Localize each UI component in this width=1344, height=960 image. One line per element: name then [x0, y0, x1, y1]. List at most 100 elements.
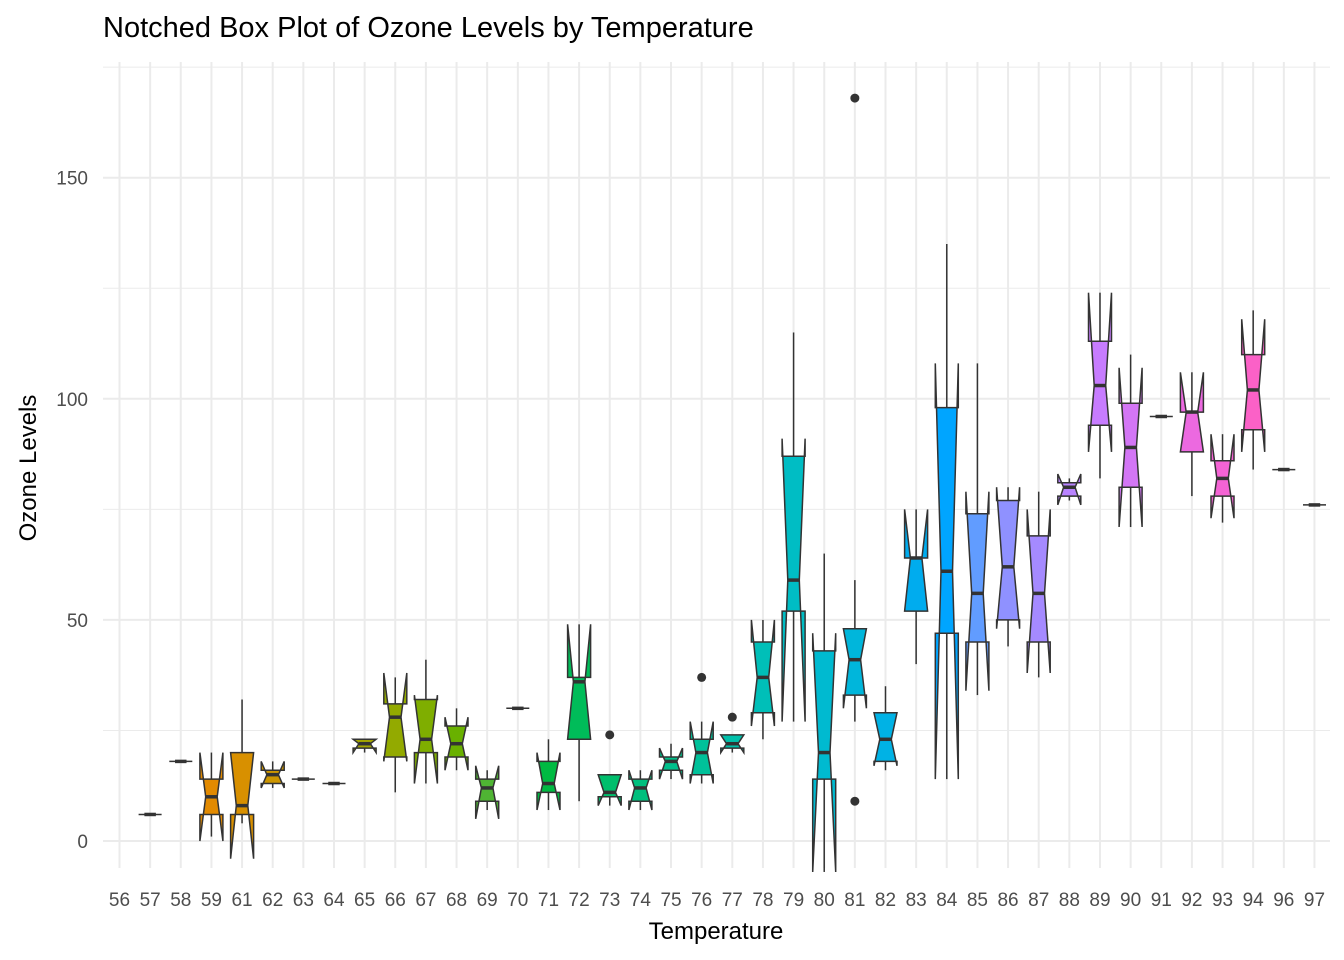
outlier-point: [697, 672, 707, 682]
chart-title: Notched Box Plot of Ozone Levels by Temp…: [103, 12, 754, 44]
x-tick-label: 66: [385, 890, 406, 911]
y-tick-label: 50: [67, 611, 88, 632]
box-94: [1240, 310, 1266, 470]
outlier-point: [727, 712, 737, 722]
x-tick-label: 92: [1181, 890, 1202, 911]
x-tick-label: 78: [752, 890, 773, 911]
x-axis-title: Temperature: [649, 918, 784, 945]
box-90: [1118, 354, 1143, 528]
x-tick-label: 86: [997, 890, 1018, 911]
x-tick-labels: 56 57 58 59 61 62 63 64 65 66 67 68 69 70 71 72 73 74 75 76…: [109, 890, 1325, 911]
x-tick-label: 64: [323, 890, 345, 911]
box-86: [995, 487, 1021, 647]
x-tick-label: 97: [1304, 890, 1325, 911]
x-tick-label: 72: [569, 890, 590, 911]
box-body: [536, 752, 561, 811]
y-axis-title: Ozone Levels: [15, 395, 42, 542]
box-body: [1210, 434, 1235, 519]
box-66: [383, 672, 408, 793]
box-84: [934, 244, 960, 780]
box-69: [474, 765, 500, 820]
x-tick-label: 75: [660, 890, 681, 911]
y-tick-label: 100: [56, 390, 88, 411]
box-body: [965, 491, 990, 691]
box-75: [658, 743, 684, 780]
x-tick-label: 65: [354, 890, 375, 911]
x-tick-label: 83: [906, 890, 927, 911]
grid: [103, 62, 1330, 868]
box-72: [566, 624, 592, 802]
x-tick-label: 56: [109, 890, 130, 911]
box-body: [658, 747, 684, 780]
boxes: [138, 93, 1326, 873]
x-tick-label: 61: [231, 890, 252, 911]
box-71: [536, 739, 561, 811]
x-tick-label: 79: [783, 890, 804, 911]
box-body: [628, 769, 653, 811]
box-81: [842, 93, 868, 806]
box-85: [965, 363, 990, 696]
x-tick-label: 89: [1089, 890, 1110, 911]
box-body: [474, 765, 500, 820]
box-body: [1026, 509, 1051, 674]
x-tick-label: 96: [1273, 890, 1294, 911]
x-tick-label: 85: [967, 890, 988, 911]
box-73: [597, 730, 623, 806]
box-body: [1179, 372, 1205, 453]
x-tick-label: 84: [936, 890, 958, 911]
y-tick-label: 0: [77, 832, 88, 853]
x-tick-label: 69: [477, 890, 498, 911]
x-tick-label: 73: [599, 890, 620, 911]
x-tick-label: 80: [814, 890, 835, 911]
box-77: [719, 712, 746, 756]
x-tick-label: 81: [844, 890, 865, 911]
box-body: [995, 487, 1021, 629]
box-80: [811, 553, 837, 873]
box-88: [1057, 473, 1082, 506]
box-68: [444, 708, 469, 771]
box-body: [903, 509, 929, 612]
box-62: [260, 761, 285, 789]
x-tick-label: 93: [1212, 890, 1233, 911]
box-93: [1210, 434, 1235, 523]
box-79: [781, 332, 806, 722]
box-76: [689, 672, 714, 784]
outlier-point: [605, 730, 615, 740]
box-body: [1057, 473, 1082, 506]
box-89: [1087, 292, 1113, 479]
box-82: [873, 686, 898, 771]
box-65: [350, 738, 379, 756]
box-74: [628, 769, 653, 811]
box-78: [750, 619, 776, 740]
x-tick-label: 76: [691, 890, 712, 911]
x-tick-label: 58: [170, 890, 191, 911]
x-tick-label: 91: [1151, 890, 1172, 911]
box-61: [229, 699, 255, 859]
x-tick-label: 62: [262, 890, 283, 911]
y-tick-label: 150: [56, 169, 88, 190]
box-body: [1087, 292, 1113, 452]
x-tick-label: 87: [1028, 890, 1049, 911]
box-body: [1240, 319, 1266, 452]
box-body: [842, 627, 868, 709]
box-87: [1026, 491, 1051, 678]
x-tick-label: 70: [507, 890, 528, 911]
x-tick-label: 67: [415, 890, 436, 911]
x-tick-label: 57: [140, 890, 161, 911]
x-tick-label: 74: [630, 890, 652, 911]
outlier-point: [850, 93, 860, 103]
box-83: [903, 509, 929, 665]
x-tick-label: 90: [1120, 890, 1141, 911]
box-body: [597, 773, 623, 806]
box-67: [413, 659, 439, 784]
x-tick-label: 63: [293, 890, 314, 911]
x-tick-label: 77: [722, 890, 743, 911]
x-tick-label: 71: [538, 890, 559, 911]
outlier-point: [850, 796, 860, 806]
x-tick-label: 82: [875, 890, 896, 911]
box-body: [750, 619, 776, 727]
x-tick-label: 94: [1243, 890, 1265, 911]
x-tick-label: 59: [201, 890, 222, 911]
